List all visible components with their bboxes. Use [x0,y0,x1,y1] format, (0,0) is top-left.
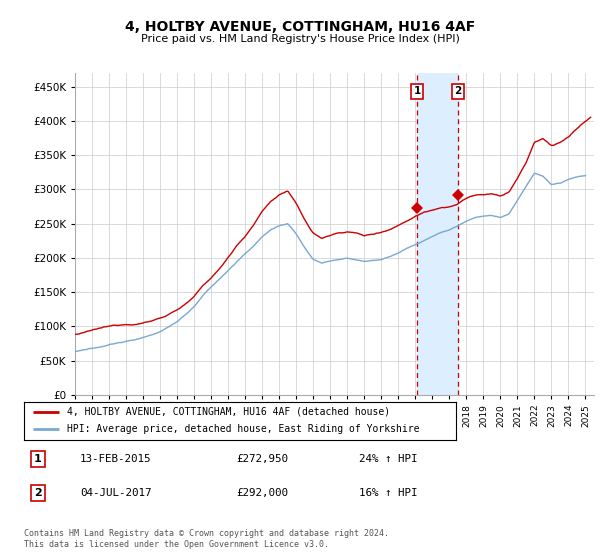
Text: 16% ↑ HPI: 16% ↑ HPI [359,488,418,498]
Text: Contains HM Land Registry data © Crown copyright and database right 2024.
This d: Contains HM Land Registry data © Crown c… [24,529,389,549]
Text: 2: 2 [454,86,461,96]
Text: £272,950: £272,950 [236,454,288,464]
Text: 2: 2 [34,488,42,498]
Text: 1: 1 [413,86,421,96]
Text: HPI: Average price, detached house, East Riding of Yorkshire: HPI: Average price, detached house, East… [67,424,420,435]
Text: Price paid vs. HM Land Registry's House Price Index (HPI): Price paid vs. HM Land Registry's House … [140,34,460,44]
Text: £292,000: £292,000 [236,488,288,498]
Text: 4, HOLTBY AVENUE, COTTINGHAM, HU16 4AF: 4, HOLTBY AVENUE, COTTINGHAM, HU16 4AF [125,20,475,34]
Bar [417,73,458,395]
Text: 13-FEB-2015: 13-FEB-2015 [80,454,151,464]
Text: 4, HOLTBY AVENUE, COTTINGHAM, HU16 4AF (detached house): 4, HOLTBY AVENUE, COTTINGHAM, HU16 4AF (… [67,407,391,417]
Text: 1: 1 [34,454,42,464]
Text: 04-JUL-2017: 04-JUL-2017 [80,488,151,498]
Text: 24% ↑ HPI: 24% ↑ HPI [359,454,418,464]
